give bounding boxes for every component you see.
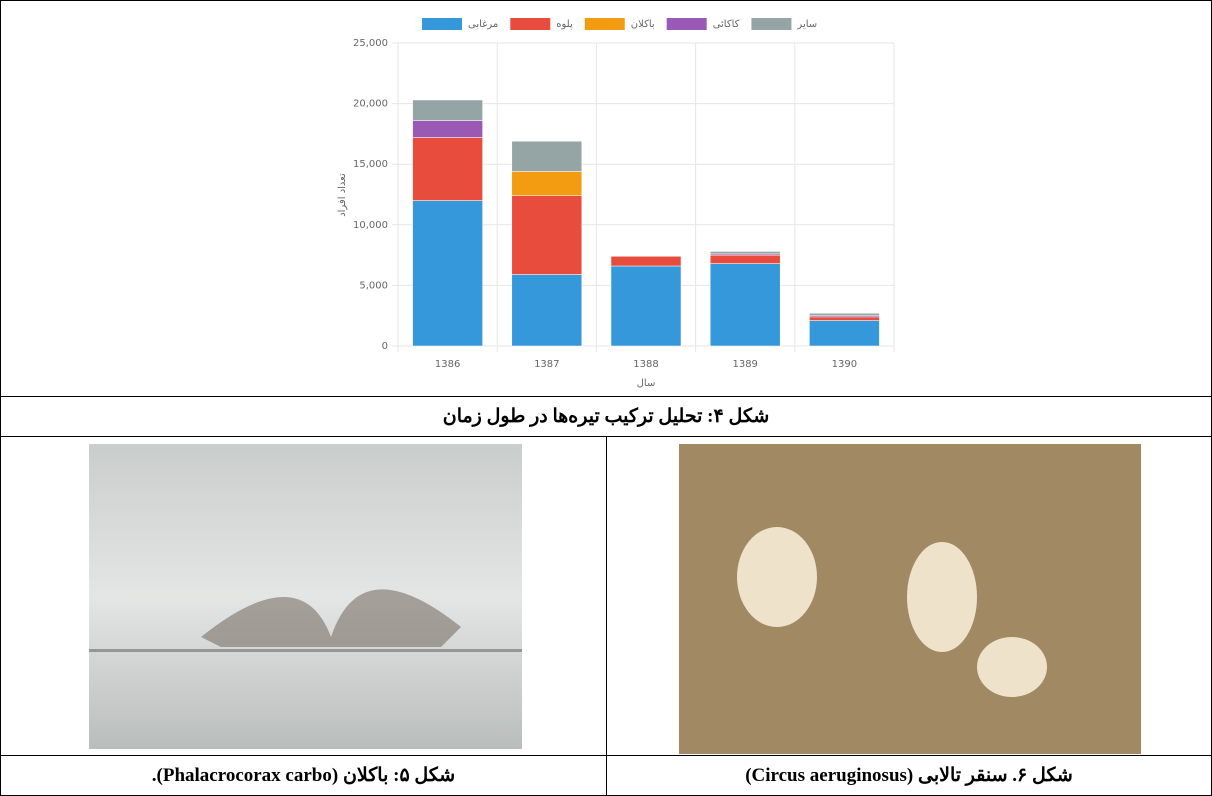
bar-segment	[809, 313, 879, 315]
legend-swatch	[510, 18, 550, 30]
bar-segment	[809, 317, 879, 321]
bar-segment	[512, 141, 582, 171]
page: تعداد افراد سال 0 5,000 10,000 15,000 20,000…	[0, 0, 1212, 796]
legend-swatch	[751, 18, 791, 30]
bar-segment	[710, 251, 780, 253]
bar-segment	[512, 274, 582, 346]
caption: شکل ۵: باکلان (Phalacrocorax carbo).	[0, 755, 607, 796]
bar-segment	[710, 255, 780, 263]
x-tick-label: 1386	[435, 359, 460, 370]
y-tick-label: 25,000	[353, 38, 388, 49]
bar-segment	[413, 121, 483, 138]
legend-swatch	[422, 18, 462, 30]
x-axis-title: سال	[637, 378, 656, 389]
legend-label: مرغابی	[468, 19, 498, 30]
legend-swatch	[667, 18, 707, 30]
photo	[607, 437, 1211, 755]
legend-label: سایر	[796, 19, 817, 30]
chart: تعداد افراد سال 0 5,000 10,000 15,000 20,000…	[1, 1, 1211, 396]
bar-segment	[809, 321, 879, 346]
x-tick-label: 1388	[633, 359, 658, 370]
legend-label: کاکائی	[713, 19, 740, 30]
legend-swatch	[585, 18, 625, 30]
bar-segment	[611, 256, 681, 266]
bar-segment	[413, 138, 483, 201]
y-axis-title: تعداد افراد	[337, 173, 348, 217]
photo-cell	[0, 436, 607, 756]
y-tick-label: 5,000	[359, 280, 388, 291]
bar-segment	[512, 196, 582, 275]
bar-segment	[413, 201, 483, 346]
bar-segment	[512, 171, 582, 195]
bar-segment	[413, 100, 483, 121]
bar-segment	[710, 264, 780, 346]
y-tick-label: 10,000	[353, 220, 388, 231]
y-tick-label: 15,000	[353, 159, 388, 170]
legend-label: باکلان	[631, 19, 655, 30]
photo-cell	[606, 436, 1212, 756]
x-tick-label: 1389	[732, 359, 757, 370]
y-tick-label: 20,000	[353, 99, 388, 110]
photo	[1, 437, 606, 755]
x-tick-label: 1390	[832, 359, 857, 370]
caption: شکل ۴: تحلیل ترکیب تیره‌ها در طول زمان	[0, 396, 1212, 437]
chart-cell: تعداد افراد سال 0 5,000 10,000 15,000 20,000…	[0, 0, 1212, 397]
x-tick-label: 1387	[534, 359, 559, 370]
bar-segment	[611, 266, 681, 346]
y-tick-label: 0	[382, 341, 388, 352]
legend-label: پلوه	[556, 19, 573, 30]
caption: شکل ۶. سنقر تالابی (Circus aeruginosus)	[606, 755, 1212, 796]
